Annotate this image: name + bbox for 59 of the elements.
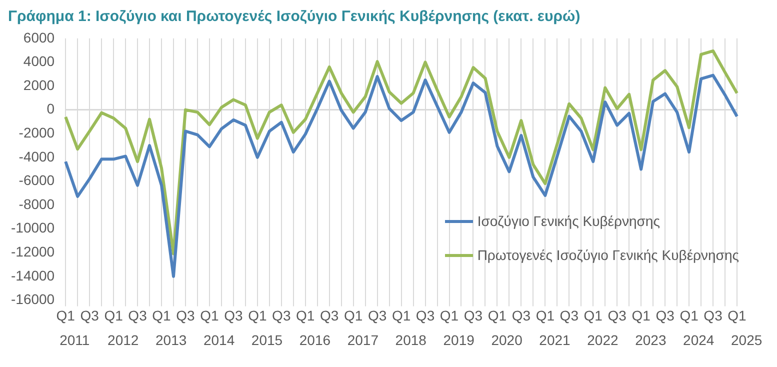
x-tick-label: Q1 [248,307,267,324]
y-tick-label: -2000 [18,124,55,140]
y-tick-label: -6000 [18,172,55,188]
y-tick-label: -16000 [11,291,55,308]
x-tick-label: Q3 [512,307,531,324]
text: 2020 [491,332,523,348]
y-tick-label: 4000 [23,53,55,70]
x-tick-label: Q3 [560,307,579,324]
text: 2022 [587,332,618,348]
x-tick-label: Q1 [296,307,315,324]
x-tick-label: Q1 [392,307,411,324]
text: 2025 [731,332,762,348]
x-tick-label: Q1 [104,307,124,324]
y-tick-label: 2000 [23,76,55,93]
x-tick-label: Q1 [152,307,172,324]
x-tick-label: Q3 [272,307,291,324]
x-tick-label: Q3 [464,307,483,324]
y-tick-label: -10000 [11,220,55,236]
x-tick-label: Q3 [416,307,435,324]
x-tick-label: Q3 [224,307,243,324]
x-tick-label: Q3 [80,307,100,324]
x-tick-label: Q3 [608,307,627,324]
text: 2023 [635,332,666,348]
text: 2012 [108,332,139,348]
legend-label: Πρωτογενές Ισοζύγιο Γενικής Κυβέρνησης [477,247,739,263]
x-tick-label: Q1 [584,307,603,324]
x-tick-label: Q1 [56,307,76,324]
text: 2019 [443,332,475,348]
x-tick-label: Q1 [632,307,651,324]
x-tick-label: Q3 [704,307,723,324]
text: 2017 [347,332,379,348]
y-tick-label: -14000 [11,267,55,284]
chart-title: Γράφημα 1: Ισοζύγιο και Πρωτογενές Ισοζύγιο Γενικής Κυβέρνησης (εκατ. ευρώ) [8,8,582,25]
x-tick-label: Q1 [728,307,747,324]
x-tick-label: Q1 [488,307,507,324]
text: 2024 [683,332,714,348]
y-tick-label: 0 [46,100,55,117]
x-tick-label: Q1 [440,307,459,324]
y-tick-label: -12000 [11,243,55,260]
text: 2016 [299,332,331,348]
text: 2015 [251,332,283,348]
y-tick-label: 6000 [23,29,55,46]
x-tick-label: Q3 [176,307,196,324]
legend-label: Ισοζύγιο Γενικής Κυβέρνησης [477,213,660,229]
x-tick-label: Q1 [680,307,699,324]
x-tick-label: Q1 [536,307,555,324]
y-tick-label: -4000 [18,148,55,164]
y-tick-label: -8000 [18,196,55,212]
text: 2014 [203,332,235,348]
x-tick-label: Q3 [128,307,148,324]
x-tick-label: Q3 [656,307,675,324]
text: 2013 [156,332,187,348]
x-tick-label: Q3 [368,307,387,324]
text: 2018 [395,332,427,348]
x-tick-label: Q1 [200,307,220,324]
text: 2011 [60,332,90,348]
x-tick-label: Q1 [344,307,363,324]
text: 2021 [539,332,571,348]
x-tick-label: Q3 [320,307,339,324]
